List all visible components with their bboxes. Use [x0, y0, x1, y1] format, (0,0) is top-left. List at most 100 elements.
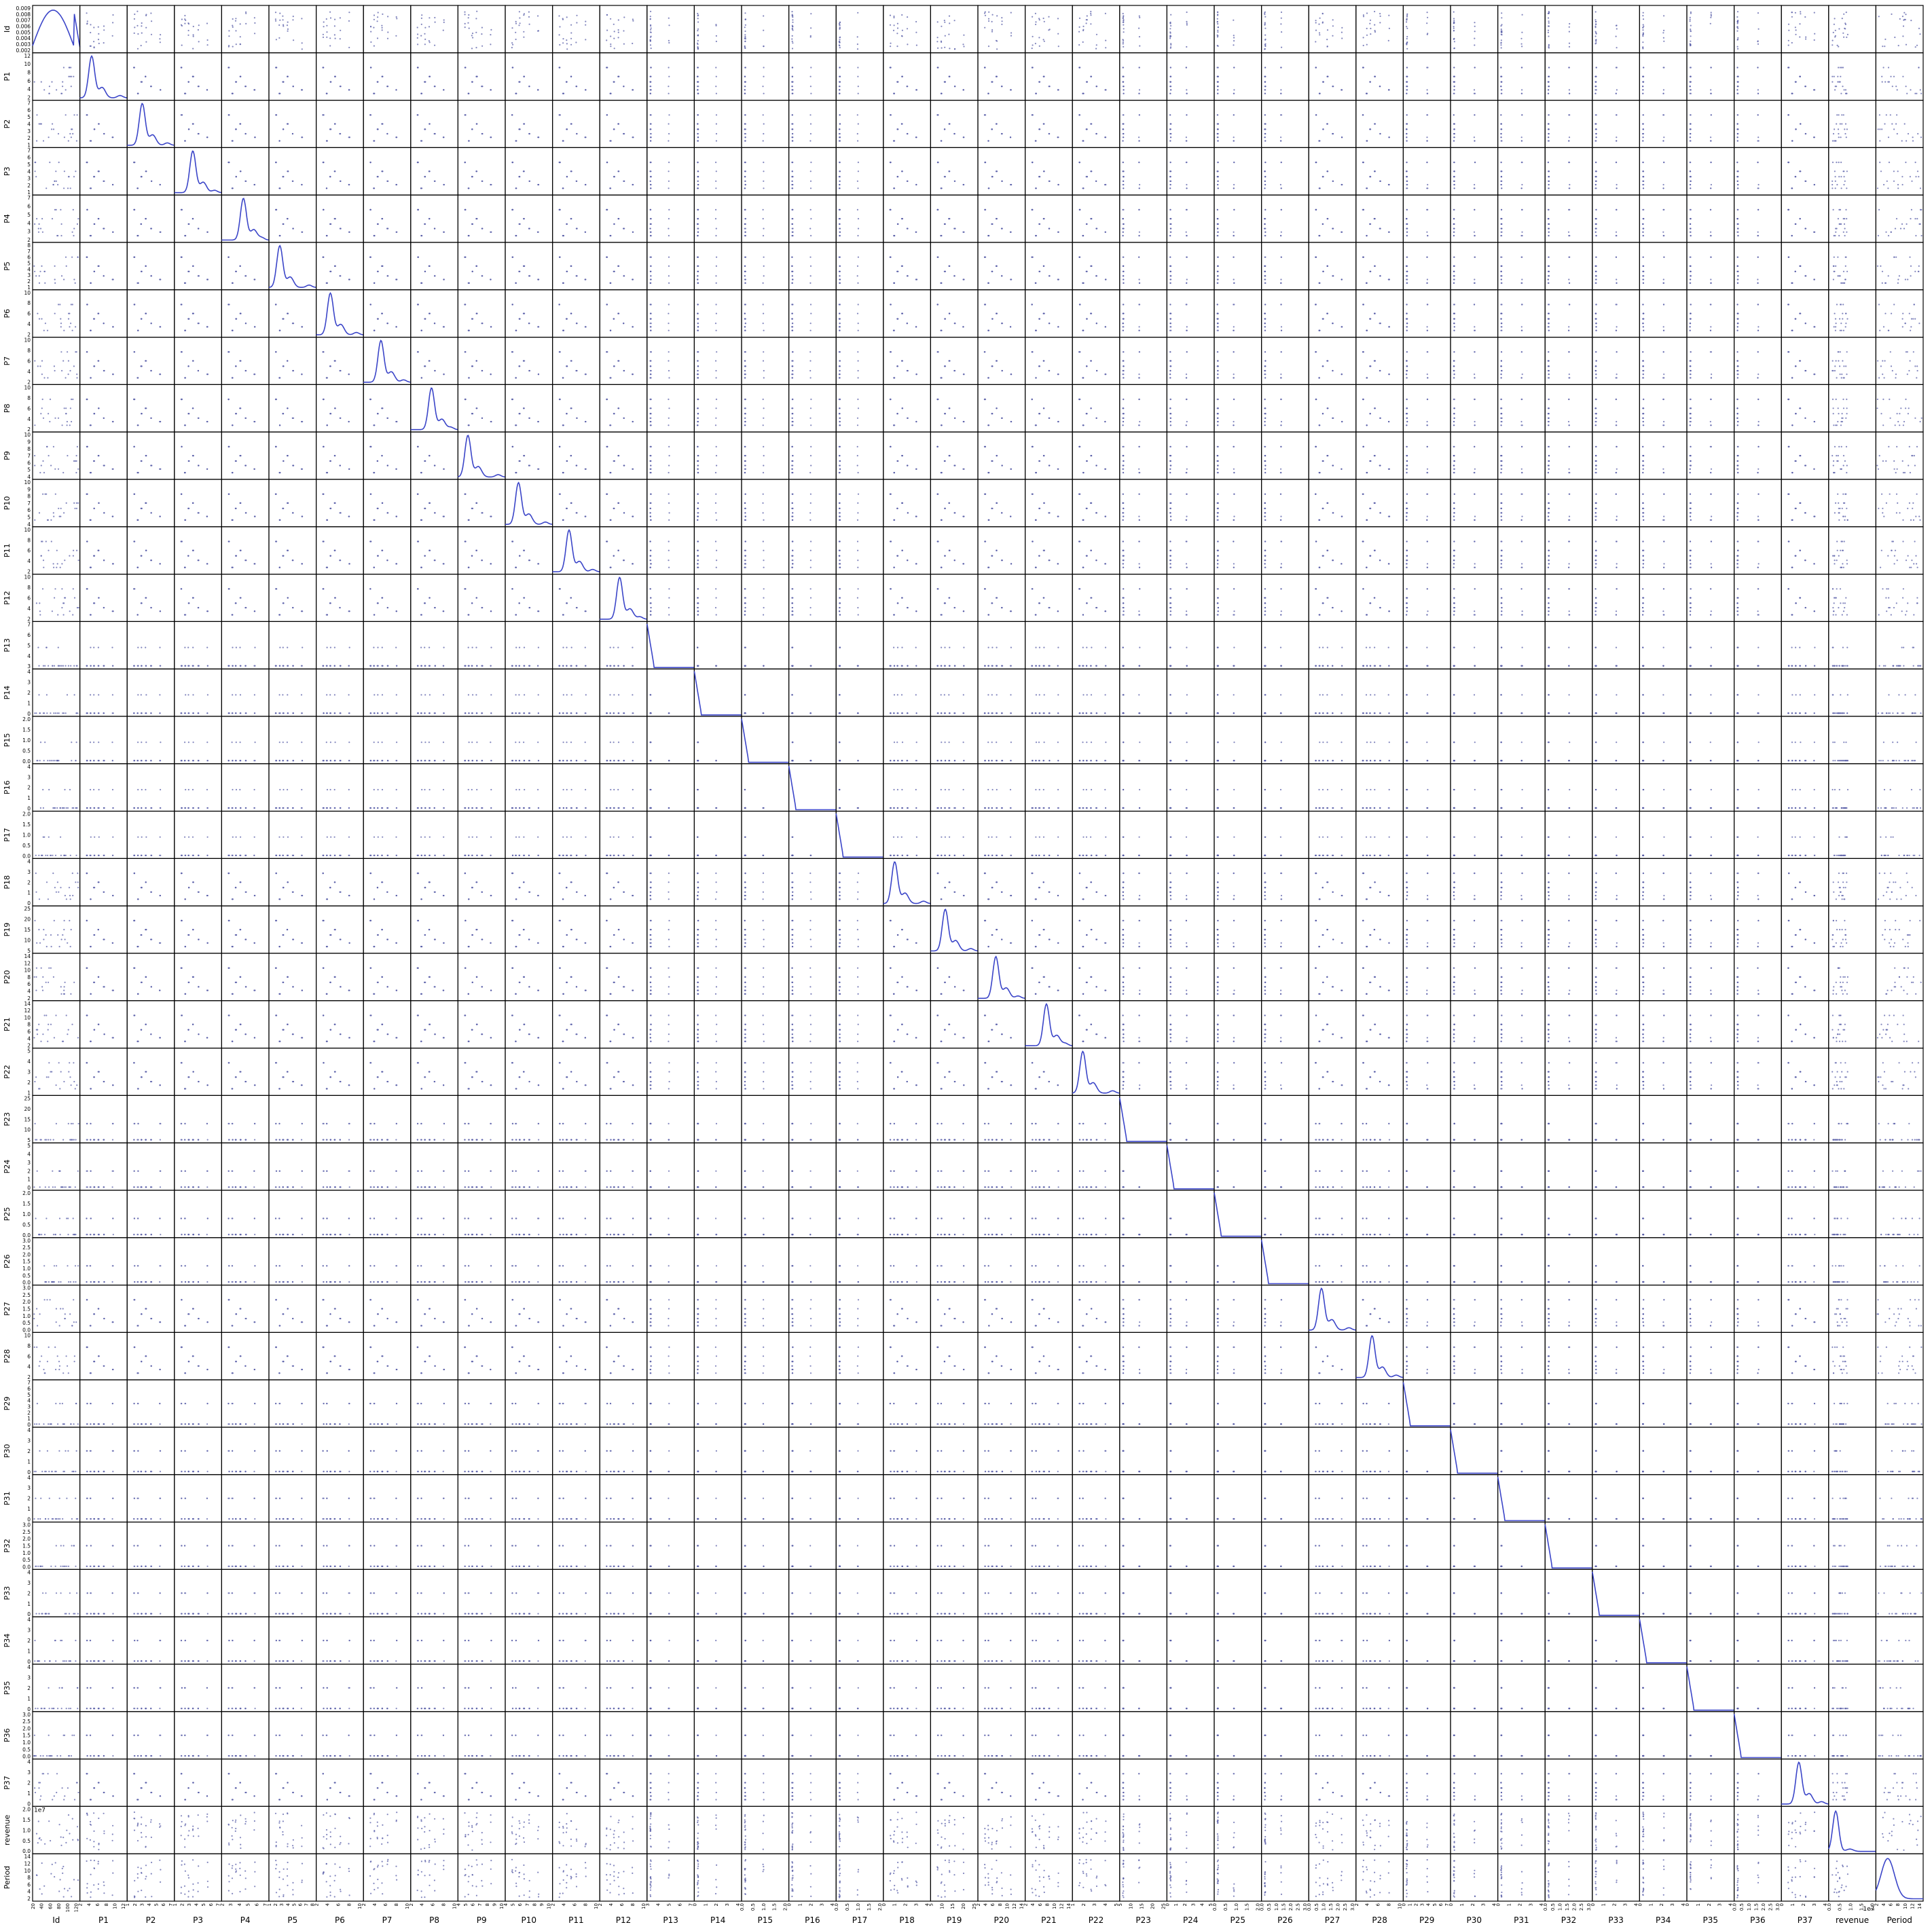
cell-frame: [127, 5, 175, 53]
scatter-point: [1281, 12, 1282, 13]
scatter-point: [292, 19, 293, 20]
scatter-point: [340, 30, 341, 31]
scatter-point: [944, 22, 945, 23]
scatter-point: [370, 31, 371, 33]
scatter-point: [1642, 15, 1643, 16]
scatter-point: [141, 33, 143, 34]
scatter-point: [570, 24, 572, 26]
scatter-point: [1474, 26, 1476, 27]
scatter-point: [1123, 43, 1124, 44]
scatter-point: [1233, 89, 1235, 90]
scatter-point: [429, 76, 431, 77]
scatter-point: [475, 47, 477, 48]
cell-P1-P29: [1403, 53, 1451, 100]
scatter-point: [563, 93, 564, 94]
scatter-point: [1690, 86, 1691, 87]
scatter-point: [98, 33, 99, 35]
scatter-point: [1737, 11, 1738, 12]
scatter-point: [1010, 89, 1011, 90]
scatter-point: [963, 45, 964, 47]
scatter-point: [610, 43, 611, 45]
scatter-point: [420, 35, 422, 37]
scatter-point: [941, 48, 943, 49]
cell-P1-Period: [1876, 53, 1923, 100]
scatter-point: [1737, 22, 1738, 24]
scatter-point: [1218, 81, 1219, 83]
cell-frame: [1498, 5, 1546, 53]
scatter-point: [1388, 15, 1389, 16]
scatter-point: [468, 93, 469, 94]
cell-Id-Period: [1876, 5, 1923, 53]
scatter-point: [1079, 26, 1080, 28]
cell-frame: [458, 100, 505, 148]
scatter-point: [697, 18, 699, 19]
scatter-point: [1217, 12, 1218, 13]
scatter-point: [668, 86, 669, 87]
scatter-point: [944, 20, 945, 21]
scatter-point: [43, 89, 45, 90]
scatter-point: [744, 12, 746, 14]
cell-frame: [175, 100, 222, 148]
scatter-point: [962, 89, 964, 90]
scatter-point: [1218, 26, 1219, 28]
scatter-point: [370, 26, 371, 27]
scatter-point: [1123, 21, 1124, 22]
scatter-point: [1837, 81, 1838, 83]
scatter-point: [293, 16, 294, 17]
scatter-point: [435, 21, 436, 22]
scatter-point: [348, 136, 350, 138]
cell-P1-P11: [553, 53, 600, 100]
scatter-point: [184, 18, 185, 20]
scatter-point: [145, 27, 147, 29]
scatter-point: [1280, 23, 1281, 24]
scatter-point: [623, 43, 625, 45]
scatter-point: [1814, 12, 1815, 14]
scatter-point: [614, 31, 615, 32]
scatter-point: [490, 29, 492, 31]
scatter-point: [287, 21, 289, 22]
scatter-point: [429, 123, 431, 124]
scatter-point: [475, 32, 477, 33]
scatter-point: [370, 67, 371, 68]
scatter-point: [1186, 21, 1187, 22]
scatter-point: [1035, 13, 1036, 14]
scatter-point: [1899, 18, 1901, 20]
scatter-point: [792, 29, 793, 31]
cell-frame: [1829, 5, 1876, 53]
scatter-point: [576, 22, 577, 23]
scatter-point: [279, 140, 280, 141]
scatter-point: [275, 12, 276, 13]
scatter-point: [335, 76, 336, 77]
cell-Id-P31: [1498, 5, 1546, 53]
scatter-point: [1427, 89, 1428, 90]
scatter-point: [518, 24, 520, 26]
cell-frame: [978, 53, 1025, 100]
scatter-point: [1186, 24, 1188, 26]
scatter-point: [1791, 93, 1793, 94]
scatter-point: [1800, 11, 1801, 12]
cell-Id-P34: [1639, 5, 1687, 53]
scatter-point: [86, 12, 88, 14]
scatter-point: [585, 89, 587, 90]
scatter-point: [1690, 35, 1692, 37]
scatter-point: [1884, 45, 1885, 47]
scatter-point: [278, 37, 280, 39]
scatter-point: [61, 93, 62, 94]
scatter-point: [1406, 67, 1408, 68]
scatter-point: [387, 86, 388, 87]
scatter-point: [369, 114, 371, 115]
scatter-point: [1642, 27, 1643, 29]
scatter-point: [618, 32, 619, 33]
scatter-point: [668, 40, 670, 41]
scatter-point: [1315, 20, 1317, 21]
scatter-point: [1663, 67, 1664, 68]
scatter-point: [1737, 81, 1738, 83]
cell-Id-P4: [221, 5, 269, 53]
scatter-point: [279, 13, 280, 14]
scatter-point: [1186, 22, 1188, 24]
scatter-point: [613, 81, 615, 83]
scatter-point: [1737, 48, 1738, 50]
scatter-point: [188, 30, 189, 31]
scatter-point: [988, 45, 989, 47]
scatter-point: [382, 29, 383, 31]
